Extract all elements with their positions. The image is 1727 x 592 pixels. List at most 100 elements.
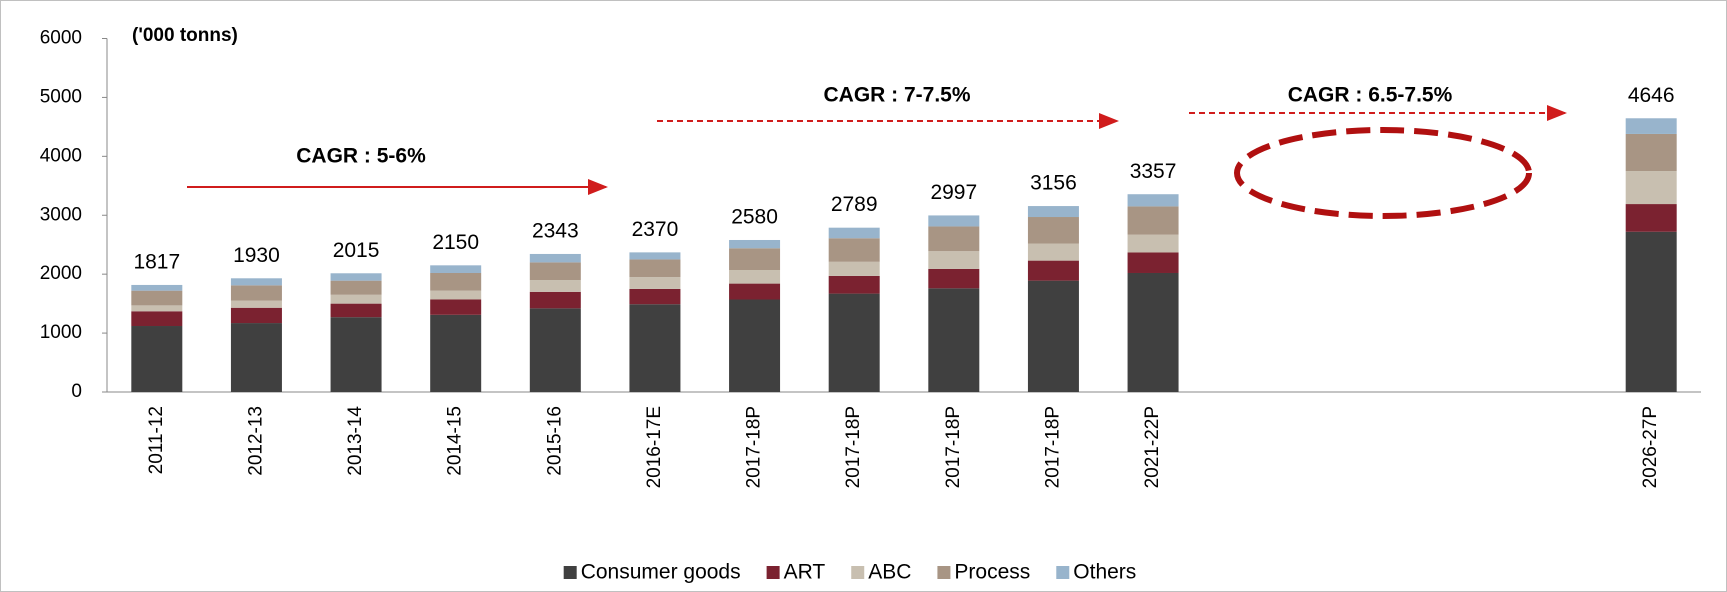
bar-segment — [629, 252, 681, 260]
bar-segment — [330, 273, 382, 281]
legend-label: ABC — [868, 561, 911, 584]
bar-segment — [131, 305, 183, 312]
x-tick-label: 2017-18P — [943, 406, 964, 488]
legend-swatch — [937, 566, 951, 579]
bar-segment — [1127, 194, 1179, 207]
unit-label: ('000 tonns) — [132, 25, 238, 46]
bar-segment — [1625, 133, 1677, 172]
y-tick-label: 6000 — [40, 28, 82, 49]
bar-segment — [430, 272, 482, 291]
bar-segment — [928, 215, 980, 227]
bar-segment — [430, 299, 482, 315]
x-tick-label: 2013-14 — [345, 406, 366, 476]
annotation: CAGR : 6.5-7.5% — [1288, 84, 1453, 107]
bar-segment — [828, 293, 880, 392]
bar-segment — [1127, 234, 1179, 253]
legend-label: ART — [784, 561, 826, 584]
x-tick-label: 2021-22P — [1142, 406, 1163, 488]
bar-segment — [1127, 252, 1179, 273]
bar-segment — [430, 290, 482, 300]
total-label: 1817 — [133, 250, 180, 273]
bar-segment — [629, 277, 681, 289]
x-tick-label: 2016-17E — [644, 406, 665, 488]
x-tick-label: 2026-27P — [1640, 406, 1661, 488]
bar-segment — [131, 311, 183, 327]
bar-segment — [1625, 204, 1677, 232]
bar-segment — [729, 239, 781, 249]
bar-segment — [1027, 217, 1079, 244]
bar-segment — [430, 265, 482, 273]
bar-segment — [729, 299, 781, 392]
total-label: 4646 — [1628, 84, 1675, 107]
bar-segment — [1625, 171, 1677, 205]
highlight-ellipse — [1234, 127, 1532, 219]
y-tick-label: 5000 — [40, 86, 82, 107]
bar-segment — [330, 303, 382, 318]
legend-swatch — [563, 566, 577, 579]
bar-segment — [729, 270, 781, 284]
bar-segment — [928, 251, 980, 269]
x-tick-label: 2015-16 — [544, 406, 565, 476]
x-tick-label: 2012-13 — [245, 406, 266, 476]
bar-segment — [928, 268, 980, 289]
annotation: CAGR : 7-7.5% — [823, 84, 970, 107]
y-tick-label: 2000 — [40, 263, 82, 284]
total-label: 2789 — [831, 193, 878, 216]
total-label: 3156 — [1030, 172, 1077, 195]
legend-swatch — [1056, 566, 1070, 579]
total-label: 1930 — [233, 244, 280, 267]
bar-segment — [1027, 206, 1079, 218]
y-tick-label: 4000 — [40, 145, 82, 166]
bar-segment — [629, 288, 681, 305]
bar-segment — [529, 308, 581, 392]
bar-segment — [330, 280, 382, 295]
bar-segment — [529, 262, 581, 281]
bar-segment — [230, 323, 282, 392]
bar-segment — [729, 248, 781, 271]
x-tick-label: 2011-12 — [146, 406, 167, 474]
total-label: 2343 — [532, 220, 579, 243]
bar-segment — [629, 259, 681, 278]
bar-segment — [1127, 206, 1179, 235]
bar-segment — [928, 226, 980, 252]
bar-segment — [430, 314, 482, 392]
bar-segment — [828, 275, 880, 294]
bar-segment — [529, 253, 581, 263]
bar-segment — [828, 261, 880, 276]
x-tick-label: 2017-18P — [744, 406, 765, 488]
bar-segment — [230, 307, 282, 324]
annotation: CAGR : 5-6% — [296, 145, 426, 168]
legend-swatch — [766, 566, 780, 579]
x-tick-label: 2017-18P — [1042, 406, 1063, 488]
legend-swatch — [851, 566, 865, 579]
total-label: 2580 — [731, 206, 778, 229]
y-tick-label: 3000 — [40, 204, 82, 225]
bar-segment — [330, 317, 382, 392]
x-tick-label: 2014-15 — [445, 406, 466, 476]
legend-label: Others — [1073, 561, 1136, 584]
total-label: 2370 — [632, 218, 679, 241]
bar-segment — [529, 291, 581, 309]
bar-segment — [1127, 272, 1179, 392]
bar-segment — [1027, 243, 1079, 261]
bar-segment — [629, 304, 681, 392]
bar-segment — [131, 284, 183, 291]
bar-segment — [928, 288, 980, 392]
bar-segment — [131, 326, 183, 392]
bar-segment — [1027, 260, 1079, 281]
bar-segment — [1027, 280, 1079, 392]
bar-segment — [828, 238, 880, 262]
bar-segment — [729, 283, 781, 300]
total-label: 2997 — [930, 181, 977, 204]
bar-segment — [330, 294, 382, 304]
bar-segment — [230, 285, 282, 301]
total-label: 3357 — [1130, 160, 1177, 183]
y-tick-label: 1000 — [40, 322, 82, 343]
legend-label: Consumer goods — [581, 561, 741, 584]
total-label: 2015 — [333, 239, 380, 262]
bar-segment — [230, 300, 282, 308]
total-label: 2150 — [432, 231, 479, 254]
y-tick-label: 0 — [71, 381, 82, 402]
bar-segment — [828, 227, 880, 239]
